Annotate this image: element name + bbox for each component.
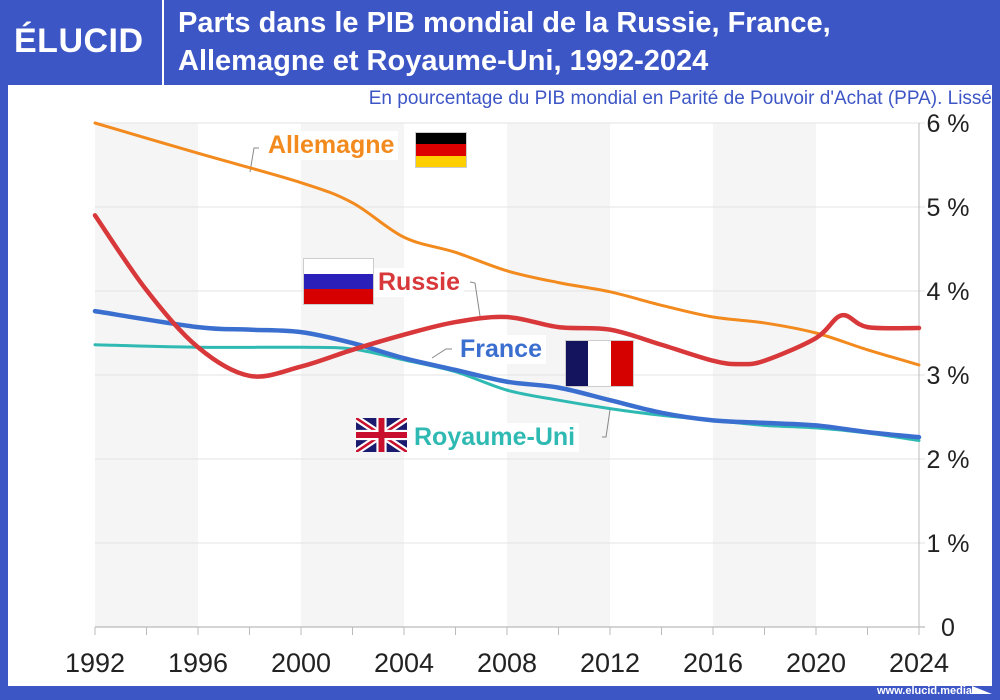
x-tick-label: 2008	[477, 648, 537, 678]
chart-title: Parts dans le PIB mondial de la Russie, …	[178, 4, 831, 80]
y-tick-label: 6 %	[926, 110, 969, 138]
series-label-russie: Russie	[374, 268, 464, 297]
y-tick-label: 3 %	[926, 362, 969, 390]
chart-subtitle: En pourcentage du PIB mondial en Parité …	[368, 88, 992, 109]
x-tick-label: 2012	[580, 648, 640, 678]
y-tick-label: 0	[941, 614, 955, 642]
elucid-mark-icon	[972, 686, 992, 694]
series-label-france: France	[456, 335, 546, 364]
germany-flag-icon	[415, 132, 467, 168]
header: ÉLUCID Parts dans le PIB mondial de la R…	[0, 0, 1000, 85]
x-tick-label: 2000	[271, 648, 331, 678]
title-line-1: Parts dans le PIB mondial de la Russie, …	[178, 7, 831, 39]
series-label-royaume-uni: Royaume-Uni	[410, 423, 580, 452]
series-line-allemagne	[93, 121, 921, 367]
x-tick-label: 2024	[889, 648, 949, 678]
x-tick-label: 2004	[374, 648, 434, 678]
series-line-france	[92, 308, 922, 440]
russie-leader-line	[469, 281, 481, 317]
footer-url[interactable]: www.elucid.media	[877, 685, 972, 697]
title-line-2: Allemagne et Royaume-Uni, 1992-2024	[178, 45, 709, 77]
series-line-royaume-uni	[93, 343, 921, 443]
y-tick-label: 1 %	[926, 530, 969, 558]
series-label-allemagne: Allemagne	[264, 131, 399, 160]
x-tick-label: 1996	[168, 648, 228, 678]
russia-flag-icon	[303, 258, 374, 305]
y-tick-label: 2 %	[926, 446, 969, 474]
x-tick-label: 1992	[65, 648, 125, 678]
allemagne-leader-line	[249, 147, 259, 173]
header-divider	[162, 0, 164, 85]
x-tick-label: 2016	[683, 648, 743, 678]
series-line-russie	[92, 213, 922, 379]
united-kingdom-flag-icon	[354, 415, 409, 455]
royaume-uni-leader-line	[602, 409, 611, 438]
x-tick-label: 2020	[786, 648, 846, 678]
y-tick-label: 5 %	[926, 194, 969, 222]
y-tick-label: 4 %	[926, 278, 969, 306]
france-flag-icon	[565, 340, 634, 387]
france-leader-line	[431, 348, 452, 359]
elucid-logo: ÉLUCID	[14, 22, 144, 60]
